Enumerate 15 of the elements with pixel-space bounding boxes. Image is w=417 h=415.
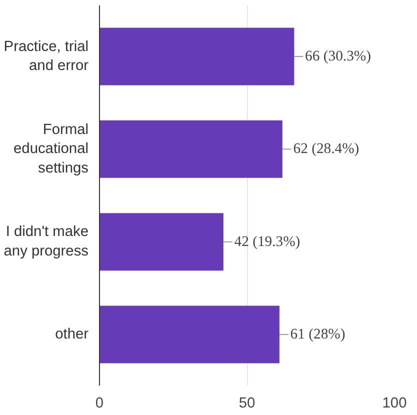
bar — [100, 306, 280, 364]
x-tick-label: 0 — [95, 396, 104, 412]
y-tick-label: Practice, trial and error — [4, 38, 89, 74]
data-label: 42 (19.3%) — [234, 234, 300, 250]
y-tick-label: I didn't make any progress — [4, 224, 89, 260]
bar — [100, 28, 294, 86]
x-tick-label: 100 — [382, 396, 407, 412]
data-label: 62 (28.4%) — [293, 141, 360, 158]
data-label: 66 (30.3%) — [305, 48, 372, 64]
x-tick-label: 50 — [238, 396, 256, 412]
y-tick-label: other — [55, 326, 89, 343]
data-label: 61 (28%) — [290, 326, 346, 343]
bar — [100, 213, 224, 271]
y-tick-label: Formal educational settings — [14, 122, 89, 176]
bar — [100, 120, 282, 178]
